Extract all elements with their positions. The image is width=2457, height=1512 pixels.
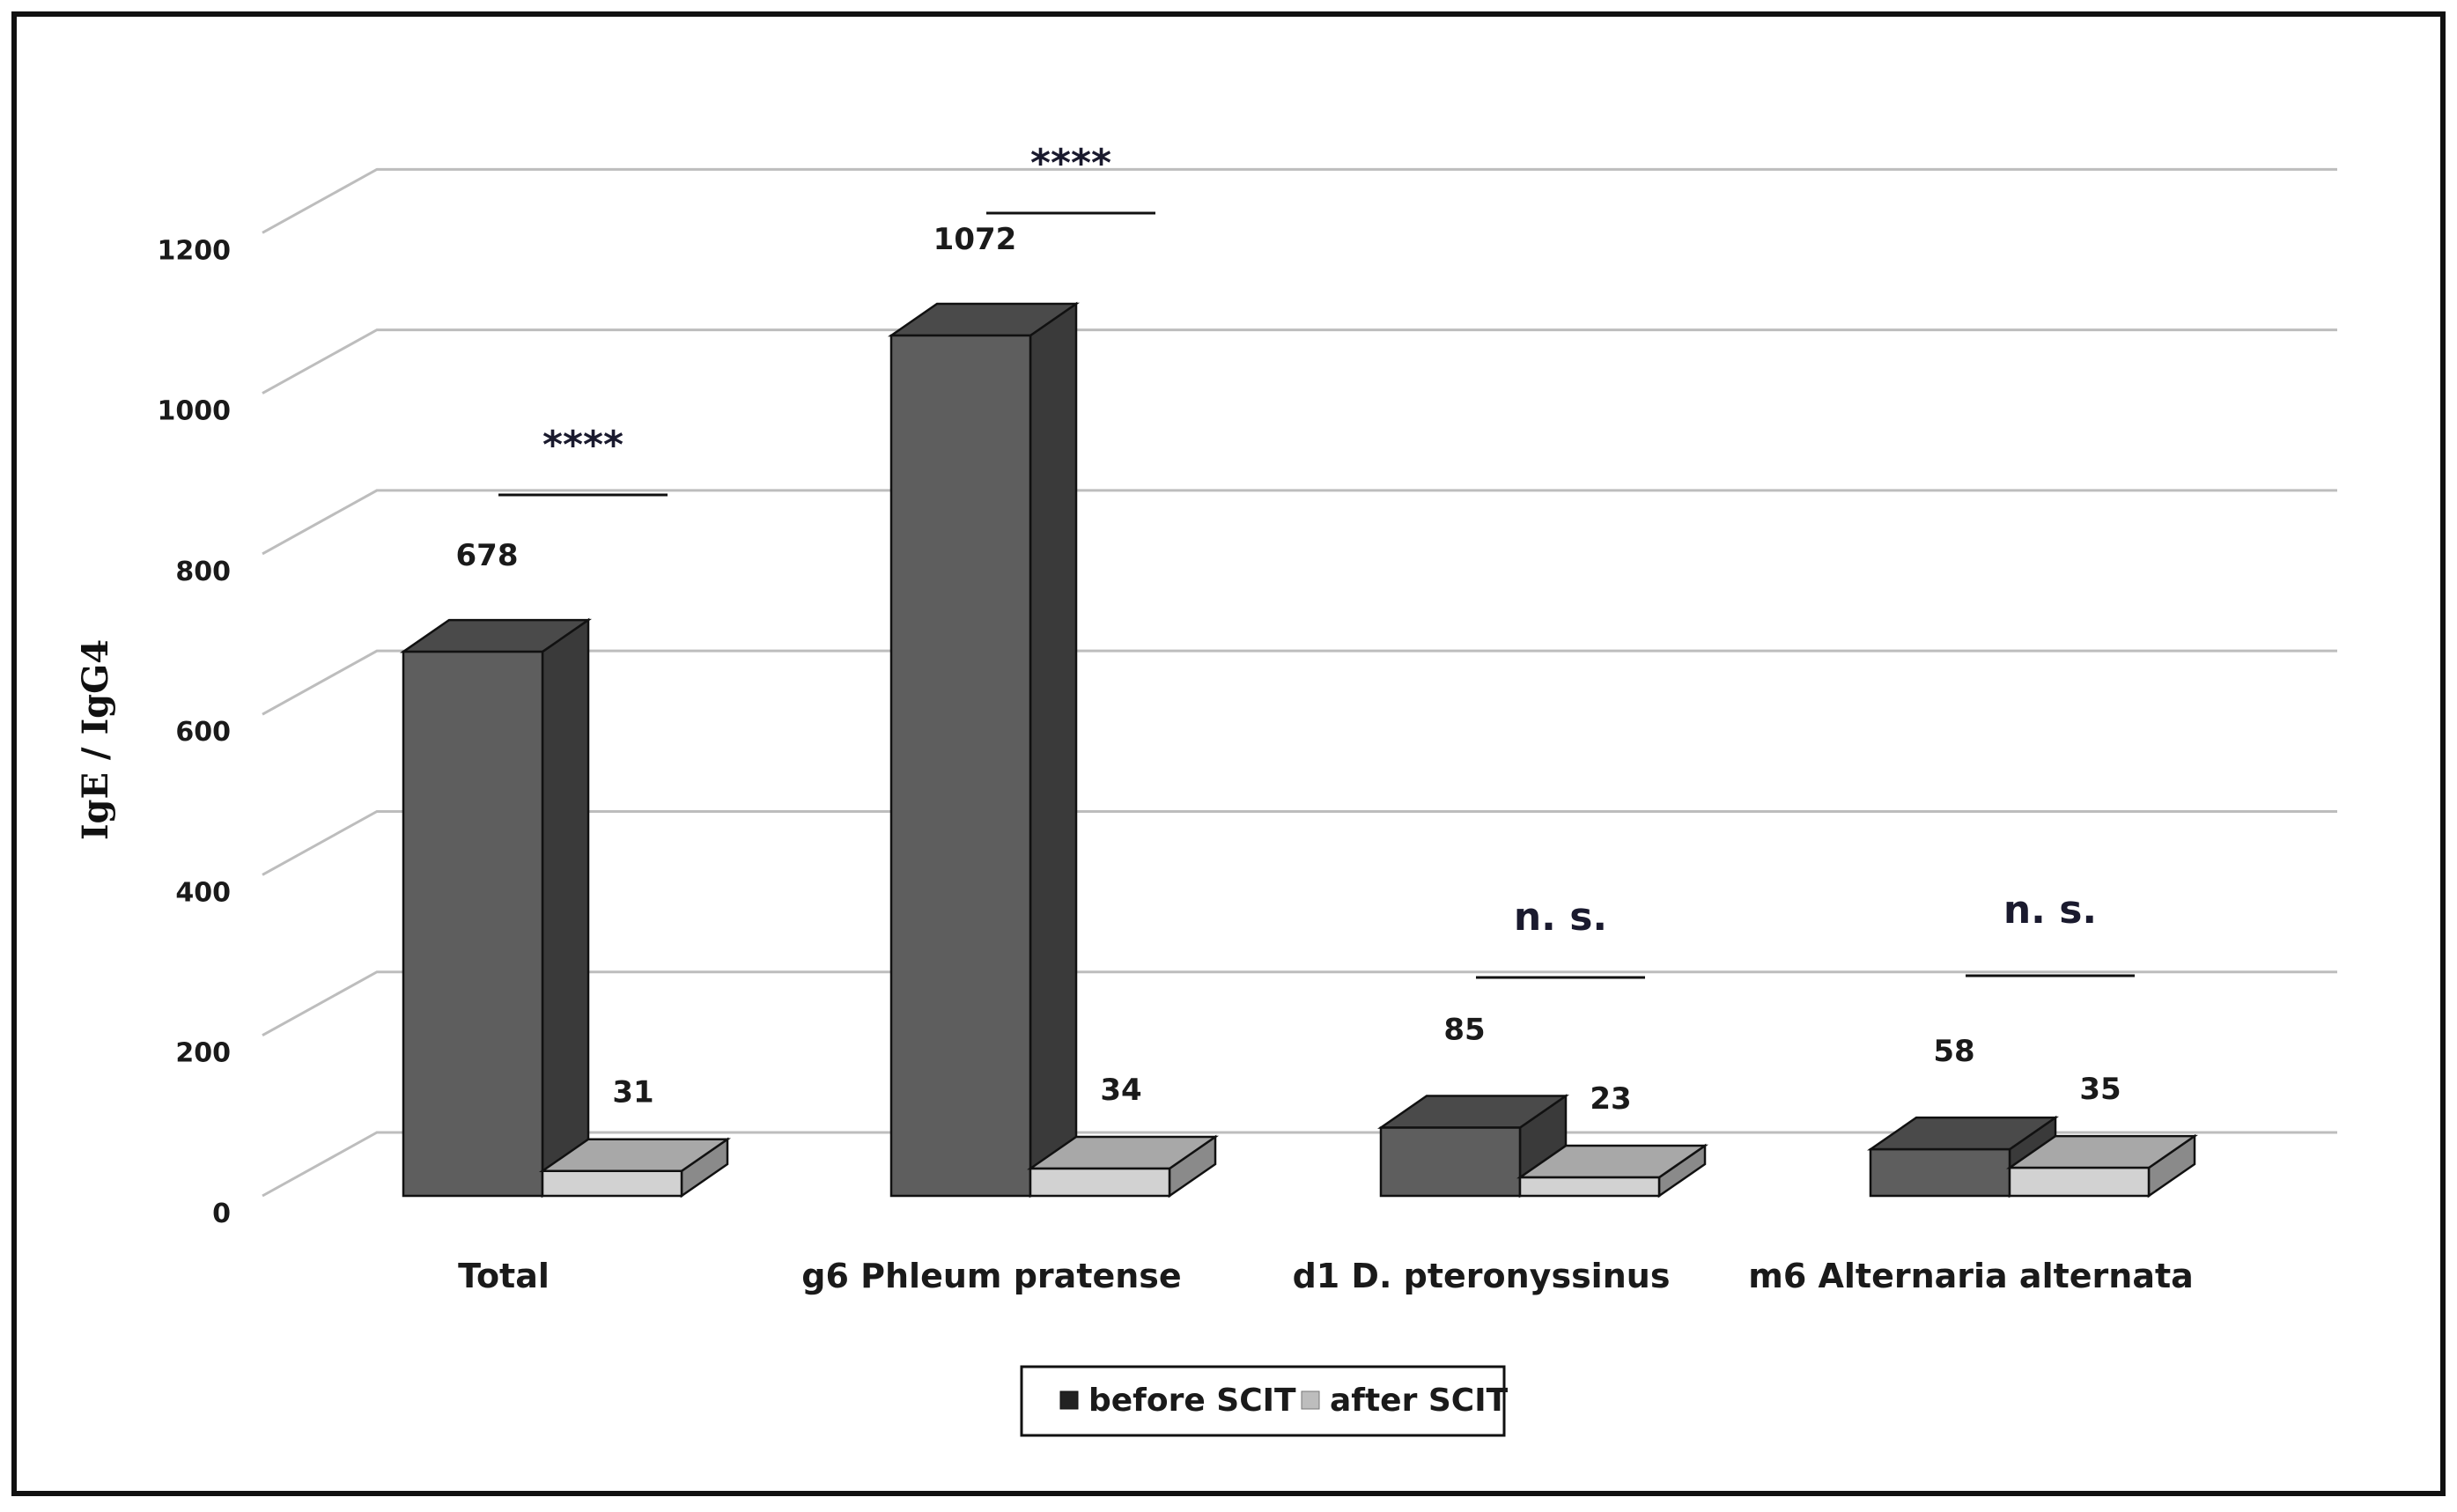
bar-after-scit xyxy=(2005,1133,2199,1199)
data-label-after-scit: 35 xyxy=(2079,1072,2121,1107)
significance-label: n. s. xyxy=(2003,888,2097,933)
bar-before-scit xyxy=(399,617,593,1199)
y-tick-label: 1000 xyxy=(158,396,232,427)
x-category-label: m6 Alternaria alternata xyxy=(1748,1257,2194,1295)
gridline xyxy=(262,649,2337,716)
legend-label-after-scit: after SCIT xyxy=(1330,1383,1509,1419)
significance-label: **** xyxy=(1030,141,1111,186)
bar-after-scit xyxy=(1516,1143,1709,1199)
bar-front-face xyxy=(402,650,544,1198)
bar-front-face xyxy=(1379,1126,1522,1198)
data-label-before-scit: 85 xyxy=(1443,1013,1485,1048)
x-category-label: d1 D. pteronyssinus xyxy=(1293,1257,1671,1295)
bar-front-face xyxy=(889,334,1032,1198)
y-axis-title: IgE / IgG4 xyxy=(75,639,116,840)
gridline xyxy=(262,167,2337,234)
bar-front-face xyxy=(2008,1166,2151,1198)
y-tick-label: 1200 xyxy=(158,235,232,266)
data-label-after-scit: 23 xyxy=(1590,1081,1631,1117)
legend-box xyxy=(1020,1365,1506,1437)
significance-label: n. s. xyxy=(1514,895,1607,940)
bar-after-scit xyxy=(538,1137,732,1199)
y-tick-label: 600 xyxy=(175,717,231,748)
bar-front-face xyxy=(541,1169,683,1198)
y-tick-label: 400 xyxy=(175,877,231,908)
gridline xyxy=(262,970,2337,1037)
data-label-before-scit: 678 xyxy=(456,538,519,573)
gridline xyxy=(262,328,2337,395)
bar-front-face xyxy=(1869,1147,2011,1198)
gridline xyxy=(262,809,2337,876)
x-category-label: g6 Phleum pratense xyxy=(801,1257,1181,1295)
significance-label: **** xyxy=(542,423,623,468)
bar-side-face xyxy=(1029,301,1078,1199)
legend: before SCIT after SCIT xyxy=(1020,1365,1509,1437)
bar-before-scit xyxy=(887,301,1081,1199)
bar-side-face xyxy=(541,617,590,1199)
legend-swatch-after-scit xyxy=(1301,1390,1320,1410)
bar-after-scit xyxy=(1026,1134,1220,1199)
y-tick-label: 0 xyxy=(212,1199,231,1229)
data-label-before-scit: 1072 xyxy=(933,222,1017,257)
bar-front-face xyxy=(1518,1176,1661,1198)
gridline xyxy=(262,1131,2337,1198)
bar-front-face xyxy=(1029,1167,1171,1198)
gridline xyxy=(262,489,2337,556)
x-category-label: Total xyxy=(458,1257,550,1295)
legend-label-before-scit: before SCIT xyxy=(1088,1383,1296,1419)
y-tick-label: 800 xyxy=(175,557,231,587)
data-label-after-scit: 31 xyxy=(612,1075,653,1110)
y-tick-label: 200 xyxy=(175,1038,231,1069)
data-label-after-scit: 34 xyxy=(1100,1073,1141,1108)
legend-swatch-before-scit xyxy=(1059,1390,1079,1410)
data-label-before-scit: 58 xyxy=(1933,1034,1974,1069)
bar-before-scit xyxy=(1376,1094,1570,1199)
